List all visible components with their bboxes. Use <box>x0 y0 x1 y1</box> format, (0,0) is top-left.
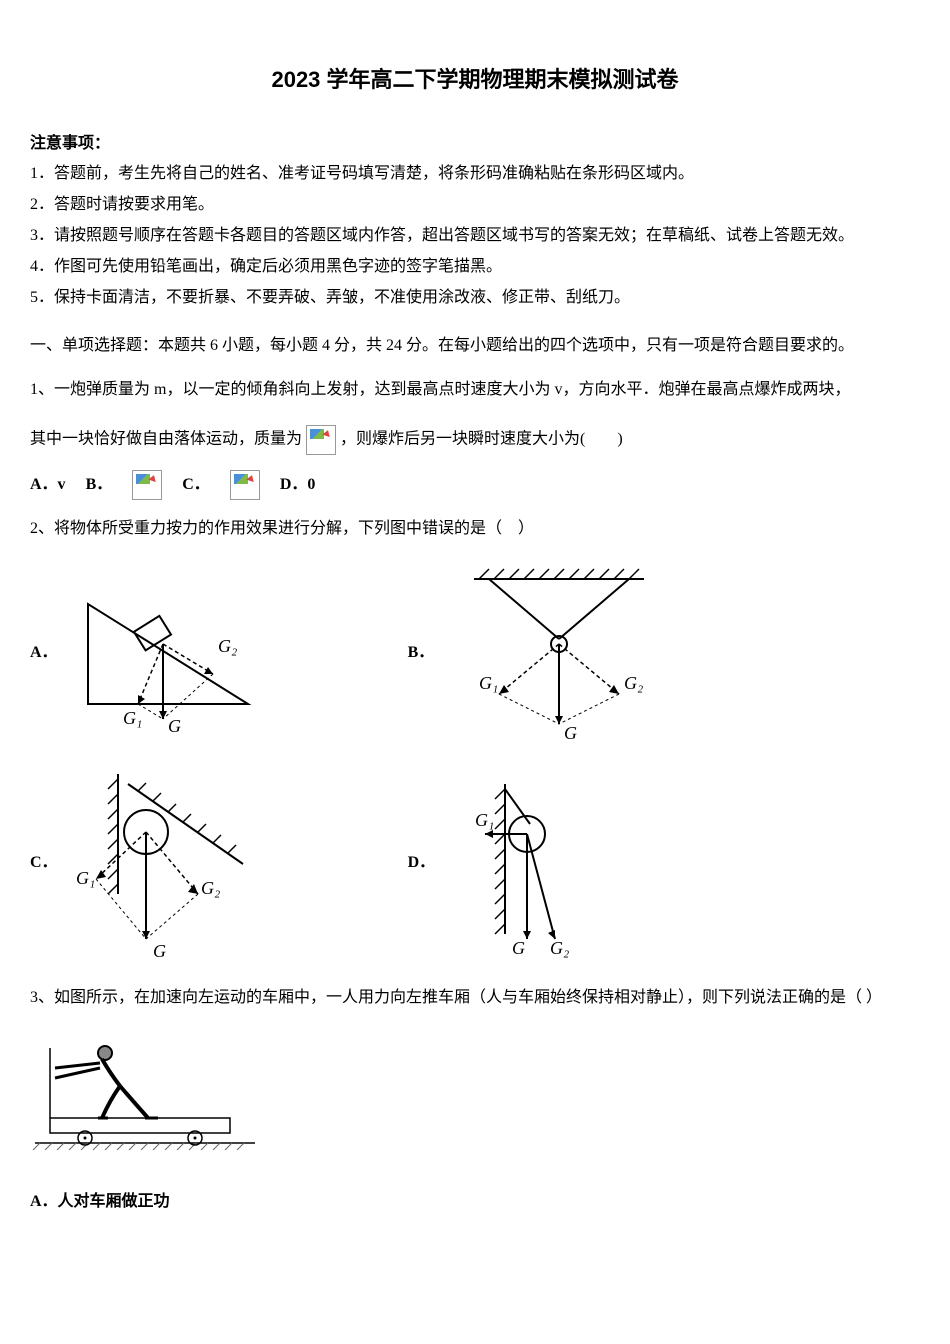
q2-row-2: C． <box>30 764 920 964</box>
diagram-a: G₂ G₁ G <box>68 574 268 734</box>
svg-text:G₂: G₂ <box>218 636 237 656</box>
q2-row-1: A． G₂ G₁ G <box>30 564 920 744</box>
diagram-c: G₁ G₂ G <box>68 764 268 964</box>
q2-text: 2、将物体所受重力按力的作用效果进行分解，下列图中错误的是（ ） <box>30 515 920 544</box>
broken-image-icon <box>230 470 260 500</box>
svg-text:G₁: G₁ <box>475 810 494 830</box>
svg-text:G: G <box>168 716 181 734</box>
q2-opt-b: B． <box>408 639 435 668</box>
notice-item-3: 3．请按照题号顺序在答题卡各题目的答题区域内作答，超出答题区域书写的答案无效；在… <box>30 222 920 251</box>
q1-opt-a: A．v <box>30 471 66 500</box>
svg-text:G₂: G₂ <box>624 673 643 693</box>
q3-opt-a: A．人对车厢做正功 <box>30 1193 170 1210</box>
q2-item-a: A． G₂ G₁ G <box>30 574 268 734</box>
notice-item-2: 2．答题时请按要求用笔。 <box>30 191 920 220</box>
svg-text:G₁: G₁ <box>76 868 95 888</box>
svg-text:G₁: G₁ <box>123 708 142 728</box>
q2-opt-d: D． <box>408 849 436 878</box>
q2-opt-a: A． <box>30 639 58 668</box>
q1-text-b: 其中一块恰好做自由落体运动，质量为 <box>30 431 302 448</box>
q3-figure <box>30 1028 920 1169</box>
q3-text: 3、如图所示，在加速向左运动的车厢中，一人用力向左推车厢（人与车厢始终保持相对静… <box>30 984 920 1013</box>
q1-options: A．v B． C． D．0 <box>30 470 920 500</box>
question-1: 1、一炮弹质量为 m，以一定的倾角斜向上发射，达到最高点时速度大小为 v，方向水… <box>30 376 920 500</box>
notice-item-5: 5．保持卡面清洁，不要折暴、不要弄破、弄皱，不准使用涂改液、修正带、刮纸刀。 <box>30 284 920 313</box>
diagram-q3 <box>30 1028 260 1158</box>
svg-text:G₁: G₁ <box>479 673 498 693</box>
svg-text:G₂: G₂ <box>201 878 220 898</box>
notice-item-4: 4．作图可先使用铅笔画出，确定后必须用黑色字迹的签字笔描黑。 <box>30 253 920 282</box>
q1-text-a: 1、一炮弹质量为 m，以一定的倾角斜向上发射，达到最高点时速度大小为 v，方向水… <box>30 376 920 405</box>
notice-header: 注意事项： <box>30 130 920 159</box>
section1-intro: 一、单项选择题：本题共 6 小题，每小题 4 分，共 24 分。在每小题给出的四… <box>30 332 920 361</box>
q2-item-d: D． <box>408 764 626 964</box>
diagram-d: G₁ G G₂ <box>445 764 625 964</box>
q2-item-b: B． <box>408 564 675 744</box>
question-3: 3、如图所示，在加速向左运动的车厢中，一人用力向左推车厢（人与车厢始终保持相对静… <box>30 984 920 1217</box>
q1-opt-d: D．0 <box>280 471 316 500</box>
svg-text:G: G <box>153 941 166 961</box>
notice-section: 注意事项： 1．答题前，考生先将自己的姓名、准考证号码填写清楚，将条形码准确粘贴… <box>30 130 920 313</box>
svg-text:G: G <box>564 723 577 743</box>
q1-text-c: ，则爆炸后另一块瞬时速度大小为( ) <box>340 431 623 448</box>
q1-opt-b: B． <box>86 471 113 500</box>
q2-item-c: C． <box>30 764 268 964</box>
question-2: 2、将物体所受重力按力的作用效果进行分解，下列图中错误的是（ ） A． <box>30 515 920 964</box>
page-title: 2023 学年高二下学期物理期末模拟测试卷 <box>30 60 920 100</box>
broken-image-icon <box>306 425 336 455</box>
broken-image-icon <box>132 470 162 500</box>
diagram-b: G₁ G₂ G <box>444 564 674 744</box>
svg-text:G₂: G₂ <box>550 938 569 958</box>
q2-opt-c: C． <box>30 849 58 878</box>
svg-text:G: G <box>512 938 525 958</box>
notice-item-1: 1．答题前，考生先将自己的姓名、准考证号码填写清楚，将条形码准确粘贴在条形码区域… <box>30 160 920 189</box>
q1-opt-c: C． <box>182 471 210 500</box>
